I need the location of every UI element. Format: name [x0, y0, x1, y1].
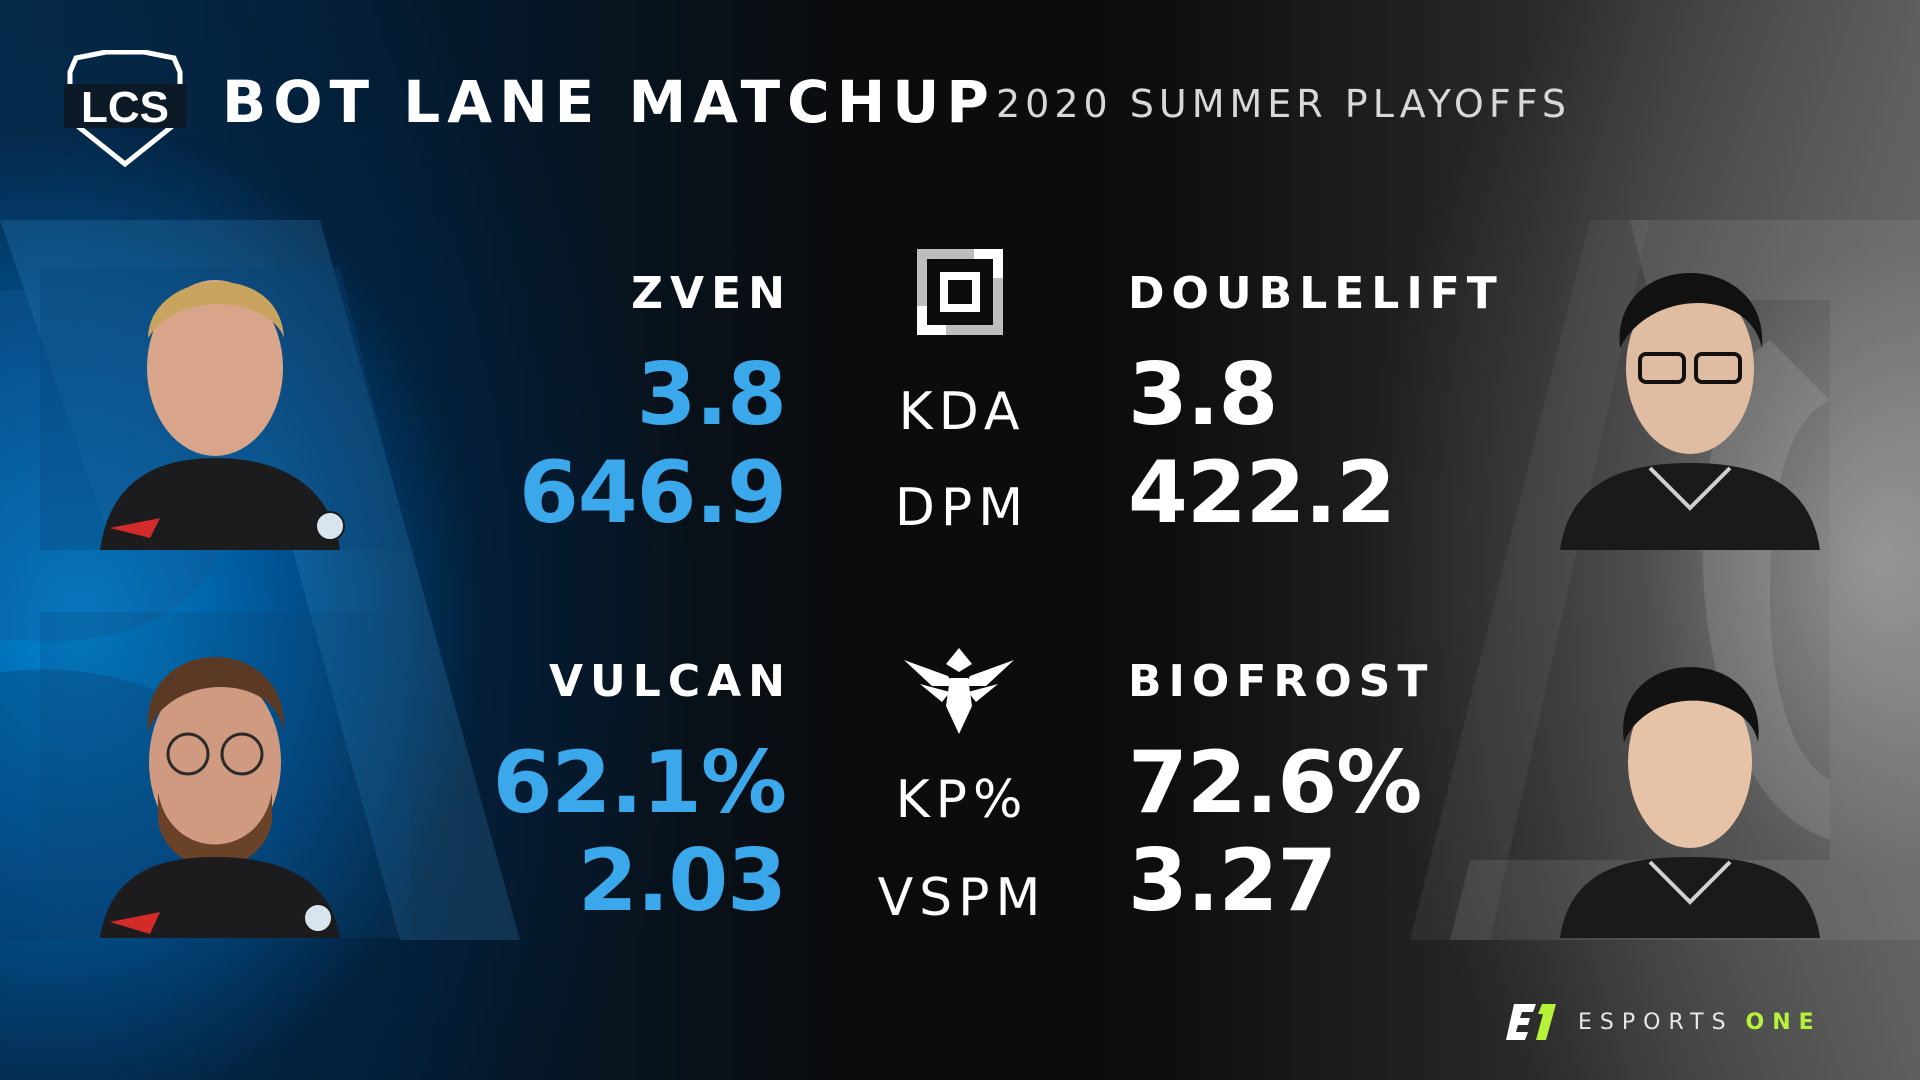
vulcan-kp-value: 62.1% [492, 733, 787, 833]
player-name-vulcan: VULCAN [549, 656, 792, 707]
page-title: BOT LANE MATCHUP [222, 68, 996, 136]
lcs-logo-text: LCS [81, 83, 169, 132]
stat-label-kp: KP% [895, 770, 1029, 830]
brand-text-one: ONE [1745, 1009, 1822, 1035]
dignitas-logo-icon [917, 249, 1003, 335]
player-portrait-zven [40, 228, 410, 550]
brand-text: ESPORTS ONE [1578, 1010, 1822, 1035]
player-portrait-doublelift [1480, 228, 1860, 550]
lcs-logo-icon: LCS [64, 50, 186, 168]
stat-label-kda: KDA [898, 382, 1026, 442]
player-name-zven: ZVEN [631, 268, 792, 319]
biofrost-vspm-value: 3.27 [1128, 831, 1337, 931]
stat-label-vspm: VSPM [877, 868, 1047, 928]
doublelift-dpm-value: 422.2 [1128, 443, 1396, 543]
brand-text-esports: ESPORTS [1578, 1009, 1734, 1035]
player-portrait-biofrost [1480, 612, 1860, 938]
esports-one-logo-icon [1506, 1004, 1556, 1040]
zven-kda-value: 3.8 [636, 345, 787, 445]
player-name-doublelift: DOUBLELIFT [1128, 268, 1504, 319]
biofrost-kp-value: 72.6% [1128, 733, 1422, 833]
stat-label-dpm: DPM [894, 478, 1030, 538]
vulcan-vspm-value: 2.03 [577, 831, 787, 931]
doublelift-kda-value: 3.8 [1128, 345, 1278, 445]
immortals-logo-icon [904, 648, 1014, 734]
zven-dpm-value: 646.9 [518, 443, 787, 543]
player-name-biofrost: BIOFROST [1128, 656, 1435, 707]
page-subtitle: 2020 SUMMER PLAYOFFS [996, 82, 1571, 126]
esports-one-brand: ESPORTS ONE [1506, 1000, 1822, 1044]
player-portrait-vulcan [40, 612, 410, 938]
